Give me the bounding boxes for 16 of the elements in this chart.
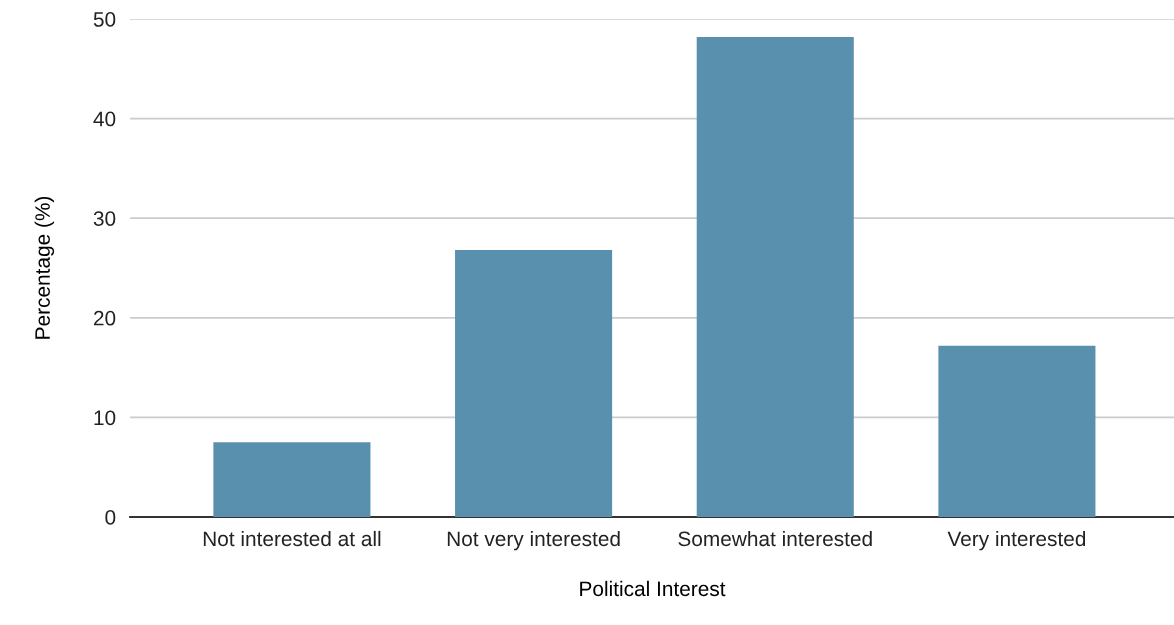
- y-tick-label: 40: [93, 111, 116, 127]
- y-tick-label: 50: [93, 12, 116, 27]
- bar: [213, 442, 371, 517]
- x-tick-label: Not very interested: [447, 530, 620, 551]
- bar: [938, 345, 1096, 517]
- bar: [455, 250, 613, 517]
- y-axis-title: Percentage (%): [34, 196, 55, 339]
- y-tick-label: 30: [93, 211, 116, 226]
- y-tick-label: 20: [93, 310, 116, 326]
- x-tick-label: Not interested at all: [203, 530, 381, 547]
- x-axis-title: Political Interest: [580, 580, 726, 597]
- x-tick-label: Very interested: [947, 530, 1086, 551]
- x-tick-label: Somewhat interested: [678, 530, 872, 547]
- bar: [696, 36, 854, 517]
- y-tick-label: 10: [94, 410, 116, 426]
- y-tick-label: 0: [105, 510, 116, 525]
